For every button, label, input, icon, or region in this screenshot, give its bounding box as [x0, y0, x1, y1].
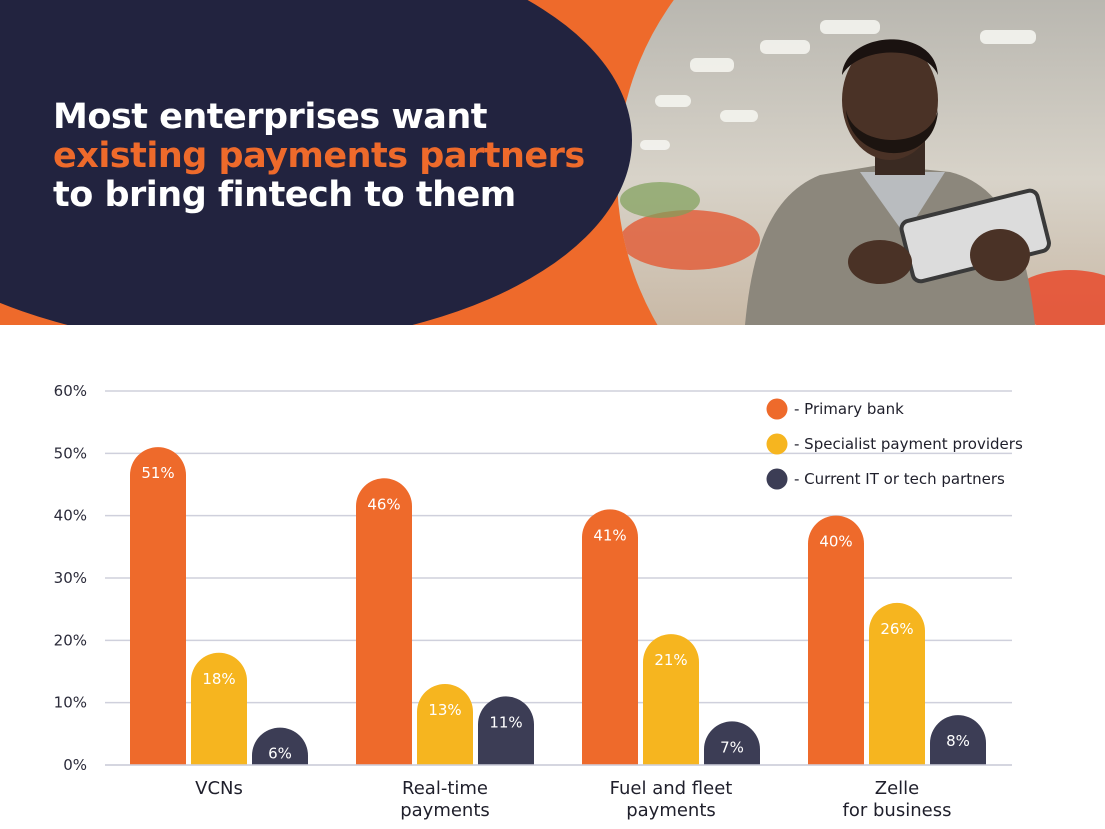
y-tick-label: 30%: [54, 569, 87, 587]
bar: [130, 447, 186, 765]
legend: - Primary bank - Specialist payment provi…: [766, 398, 1023, 490]
legend-label: - Current IT or tech partners: [794, 470, 1005, 488]
x-category-label: Real-time payments: [400, 778, 490, 821]
worker-head: [842, 40, 938, 160]
worker-photo: [617, 0, 1105, 325]
x-category-label-line: Fuel and fleet: [610, 778, 733, 799]
bar: [417, 683, 473, 765]
navy-headline-panel: [0, 0, 632, 325]
legend-label: - Primary bank: [794, 400, 904, 418]
x-category-label-line: Zelle: [875, 778, 919, 799]
title-line-1: Most enterprises want: [53, 97, 488, 137]
y-tick-label: 0%: [63, 756, 87, 774]
y-tick-label: 50%: [54, 444, 87, 462]
y-tick-label: 40%: [54, 507, 87, 525]
legend-label: - Specialist payment providers: [794, 435, 1023, 453]
x-category-label: Fuel and fleet payments: [610, 778, 733, 821]
x-category-label-line: for business: [843, 800, 952, 821]
y-axis-ticks: 0% 10% 20% 30% 40% 50% 60%: [54, 382, 87, 774]
bar: [930, 715, 986, 765]
bar: [808, 515, 864, 765]
x-category-label: Zelle for business: [843, 778, 952, 821]
bar-value-label: 40%: [819, 533, 852, 551]
title-line-3: to bring fintech to them: [53, 175, 516, 215]
bar: [643, 634, 699, 765]
bar-value-label: 41%: [593, 526, 626, 544]
bar-value-label: 18%: [202, 670, 235, 688]
x-category-label-line: payments: [626, 800, 716, 821]
title-line-2-highlight: existing payments partners: [53, 136, 585, 176]
bar: [704, 721, 760, 765]
y-tick-label: 20%: [54, 631, 87, 649]
page-title: Most enterprises want existing payments …: [53, 98, 585, 215]
bar: [356, 478, 412, 765]
bar-value-label: 11%: [489, 713, 522, 731]
hero-graphic: [0, 0, 1105, 325]
bar: [869, 602, 925, 765]
bar-chart: 0% 10% 20% 30% 40% 50% 60% 51% 18% 6% 46% 13% 11% 41%…: [54, 382, 1023, 821]
bar: [478, 696, 534, 765]
x-category-label-line: payments: [400, 800, 490, 821]
bar-value-label: 46%: [367, 495, 400, 513]
bar-value-label: 13%: [428, 701, 461, 719]
bar: [191, 652, 248, 765]
legend-swatch: [766, 433, 788, 455]
bar-value-label: 51%: [141, 464, 174, 482]
produce-background: [620, 182, 1105, 325]
bar-value-label: 26%: [880, 620, 913, 638]
bar-value-label: 7%: [720, 738, 744, 756]
bar: [582, 509, 638, 765]
legend-swatch: [766, 398, 788, 420]
bar: [252, 727, 308, 765]
bar-value-label: 6%: [268, 745, 292, 763]
legend-swatch: [766, 468, 788, 490]
bars: 51% 18% 6% 46% 13% 11% 41% 21% 7% 40% 26% 8%: [130, 447, 986, 765]
y-tick-label: 60%: [54, 382, 87, 400]
bar-value-label: 8%: [946, 732, 970, 750]
bar-value-label: 21%: [654, 651, 687, 669]
x-category-label: VCNs: [195, 778, 243, 799]
x-category-label-line: VCNs: [195, 778, 243, 799]
y-tick-label: 10%: [54, 694, 87, 712]
hero-banner: Most enterprises want existing payments …: [0, 0, 1105, 325]
x-category-label-line: Real-time: [402, 778, 488, 799]
